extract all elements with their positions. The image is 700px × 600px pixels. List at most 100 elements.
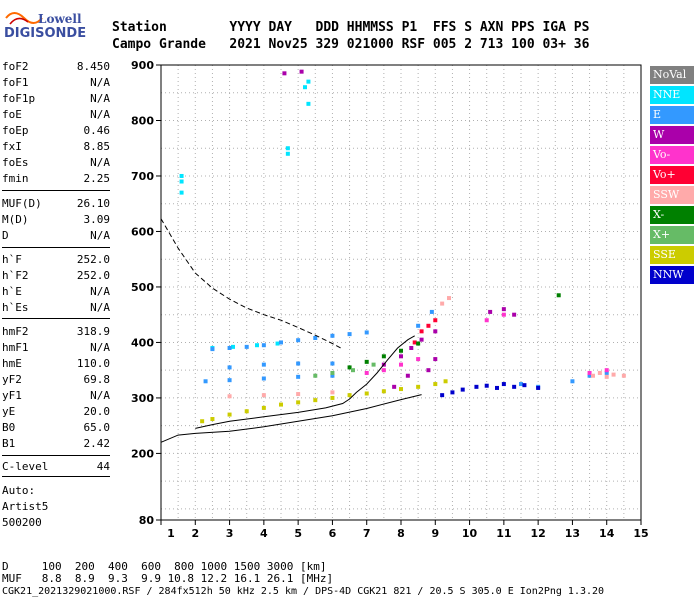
x-tick-label: 7 (363, 527, 371, 540)
data-point (261, 405, 266, 410)
param-name: B1 (2, 437, 16, 450)
param-row: C-level 44 (2, 460, 110, 474)
param-name: yE (2, 405, 16, 418)
param-value: N/A (90, 229, 110, 242)
param-name: MUF(D) (2, 197, 42, 210)
data-point (313, 398, 318, 403)
data-point (255, 343, 259, 348)
x-tick-label: 9 (431, 527, 439, 540)
data-point (261, 393, 266, 398)
data-point (412, 340, 417, 345)
data-point (296, 338, 301, 343)
data-point (282, 71, 287, 76)
data-point (399, 354, 403, 359)
data-point (522, 383, 527, 388)
data-point (381, 389, 386, 394)
x-tick-label: 15 (633, 527, 648, 540)
data-point (495, 385, 499, 390)
data-point (392, 384, 397, 389)
legend-item: E (650, 106, 694, 124)
data-point (484, 318, 489, 323)
data-point (285, 151, 290, 156)
data-point (399, 362, 403, 367)
data-point (474, 384, 479, 389)
y-tick-label: 500 (131, 281, 154, 294)
data-point (330, 370, 335, 375)
param-row: h`Es N/A (2, 301, 110, 315)
data-point (296, 392, 301, 397)
data-point (488, 309, 493, 314)
param-row: yF2 69.8 (2, 373, 110, 387)
data-point (347, 393, 352, 398)
data-point (351, 368, 355, 373)
data-point (279, 340, 283, 345)
param-value: N/A (90, 108, 110, 121)
data-point (433, 357, 438, 362)
data-point (313, 336, 318, 340)
legend-item: NNW (650, 266, 694, 284)
data-point (419, 337, 424, 342)
param-row: fmin 2.25 (2, 172, 110, 186)
data-point (501, 382, 506, 387)
data-point (604, 368, 609, 373)
y-tick-label: 200 (131, 447, 154, 460)
legend-item: SSE (650, 246, 694, 264)
legend-item: NNE (650, 86, 694, 104)
data-point (296, 400, 301, 405)
x-tick-label: 14 (599, 527, 615, 540)
param-name: hmF1 (2, 341, 29, 354)
param-value: 26.10 (76, 197, 110, 210)
data-point (587, 370, 592, 375)
data-point (330, 390, 335, 395)
x-tick-label: 11 (496, 527, 511, 540)
data-point (501, 307, 506, 312)
param-name: fxI (2, 140, 22, 153)
param-row: yE 20.0 (2, 405, 110, 419)
divider (2, 476, 110, 477)
param-row: B0 65.0 (2, 421, 110, 435)
data-point (231, 344, 235, 349)
param-name: h`F2 (2, 269, 29, 282)
data-point (611, 372, 616, 377)
data-point (440, 393, 445, 398)
data-point (433, 329, 438, 334)
auto-label: Auto: (2, 484, 36, 497)
legend-item: X+ (650, 226, 694, 244)
data-point (330, 333, 335, 338)
param-name: D (2, 229, 9, 242)
distance-row: D 100 200 400 600 800 1000 1500 3000 [km… (2, 560, 327, 573)
param-value: 65.0 (83, 421, 111, 434)
data-point (597, 370, 602, 375)
param-row: h`F 252.0 (2, 253, 110, 267)
param-row: foF1p N/A (2, 92, 110, 106)
param-row: foE N/A (2, 108, 110, 122)
param-value: 318.9 (76, 325, 110, 338)
data-point (604, 374, 609, 379)
param-name: foEp (2, 124, 29, 137)
data-point (621, 373, 626, 378)
param-value: 44 (96, 460, 110, 473)
param-name: foF1p (2, 92, 36, 105)
param-row: h`F2 252.0 (2, 269, 110, 283)
x-tick-label: 3 (226, 527, 234, 540)
data-point (347, 332, 352, 337)
x-tick-label: 12 (530, 527, 545, 540)
param-row: foEp 0.46 (2, 124, 110, 138)
data-point (275, 341, 280, 346)
legend-item: Vo- (650, 146, 694, 164)
data-point (330, 361, 335, 366)
data-point (405, 373, 410, 378)
data-point (364, 391, 369, 396)
param-row: B1 2.42 (2, 437, 110, 451)
data-point (347, 365, 352, 370)
data-point (512, 312, 517, 317)
data-point (261, 362, 266, 367)
legend-item: SSW (650, 186, 694, 204)
divider (2, 455, 110, 456)
data-point (519, 382, 523, 387)
data-point (210, 347, 215, 352)
param-row: D N/A (2, 229, 110, 243)
trace-curve (195, 335, 415, 429)
x-tick-label: 2 (191, 527, 199, 540)
param-value: N/A (90, 92, 110, 105)
